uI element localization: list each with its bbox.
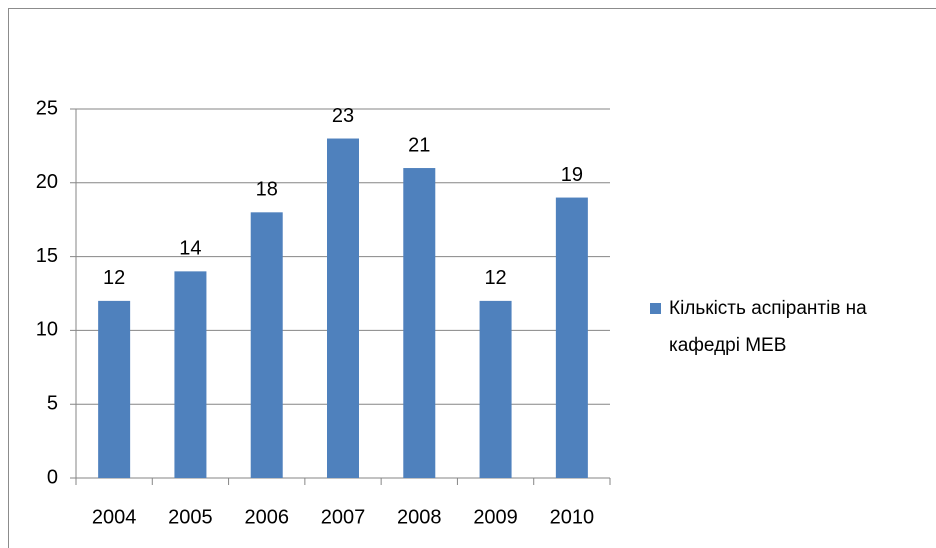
y-tick-label: 20 (36, 171, 58, 193)
legend-swatch (650, 303, 661, 314)
y-tick-label: 0 (47, 466, 58, 488)
data-label: 14 (179, 238, 201, 260)
bar (555, 197, 588, 478)
legend: Кількість аспірантів на кафедрі МЕВ (650, 290, 934, 364)
data-label: 23 (332, 105, 354, 127)
bar (250, 212, 283, 478)
bar (403, 168, 436, 479)
data-label: 12 (484, 267, 506, 289)
x-tick-label: 2008 (397, 506, 442, 528)
data-label: 21 (408, 134, 430, 156)
data-label: 19 (561, 164, 583, 186)
bar (98, 300, 131, 478)
x-tick-label: 2004 (92, 506, 137, 528)
data-label: 18 (256, 179, 278, 201)
y-tick-label: 10 (36, 319, 58, 341)
bar (479, 300, 512, 478)
legend-label: Кількість аспірантів на кафедрі МЕВ (669, 298, 867, 356)
x-tick-label: 2006 (244, 506, 289, 528)
x-tick-label: 2010 (550, 506, 595, 528)
x-tick-label: 2009 (473, 506, 518, 528)
x-tick-label: 2007 (321, 506, 366, 528)
x-tick-label: 2005 (168, 506, 213, 528)
chart-border (8, 8, 936, 548)
y-tick-label: 5 (47, 392, 58, 414)
y-tick-label: 25 (36, 97, 58, 119)
data-label: 12 (103, 267, 125, 289)
bar (327, 138, 359, 478)
bar (174, 271, 207, 478)
y-tick-label: 15 (36, 245, 58, 267)
